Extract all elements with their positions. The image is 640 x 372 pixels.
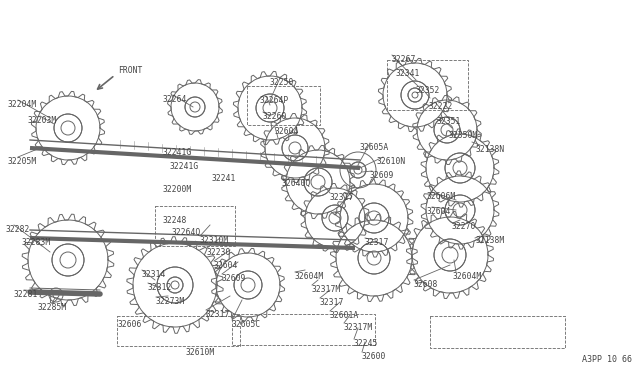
Text: 32230: 32230 xyxy=(207,248,232,257)
Bar xyxy=(155,206,235,246)
Text: 32601A: 32601A xyxy=(330,311,359,320)
Text: 32600: 32600 xyxy=(362,352,387,361)
Text: 32200M: 32200M xyxy=(163,185,192,194)
Text: 32312: 32312 xyxy=(148,283,172,292)
Text: 32317: 32317 xyxy=(365,238,389,247)
Bar xyxy=(232,314,375,345)
Text: 32352: 32352 xyxy=(416,86,440,95)
Text: 32605A: 32605A xyxy=(360,143,389,152)
Bar xyxy=(430,316,565,348)
Text: 32241: 32241 xyxy=(212,174,236,183)
Text: 32604: 32604 xyxy=(427,207,451,216)
Text: 32245: 32245 xyxy=(354,339,378,348)
Text: 32285M: 32285M xyxy=(38,303,67,312)
Text: 32250: 32250 xyxy=(270,78,294,87)
Text: 32317: 32317 xyxy=(320,298,344,307)
Text: FRONT: FRONT xyxy=(118,66,142,75)
Text: 32138N: 32138N xyxy=(476,145,505,154)
Text: 32610N: 32610N xyxy=(377,157,406,166)
Text: 32317M: 32317M xyxy=(344,323,373,332)
Text: 32606M: 32606M xyxy=(427,192,456,201)
Text: 32350M: 32350M xyxy=(449,131,478,140)
Text: 32314: 32314 xyxy=(142,270,166,279)
Bar xyxy=(117,316,240,346)
Text: 32205M: 32205M xyxy=(8,157,37,166)
Bar xyxy=(387,60,468,110)
Text: 32282: 32282 xyxy=(6,225,30,234)
Text: 32281: 32281 xyxy=(14,290,38,299)
Text: 32260: 32260 xyxy=(263,112,287,121)
Text: 32310M: 32310M xyxy=(200,236,229,245)
Text: 32241G: 32241G xyxy=(170,162,199,171)
Text: 32241G: 32241G xyxy=(163,148,192,157)
Text: 32264: 32264 xyxy=(163,95,188,104)
Text: 32267: 32267 xyxy=(392,55,417,64)
Text: 32317: 32317 xyxy=(330,193,355,202)
Text: 32283M: 32283M xyxy=(22,238,51,247)
Text: 32204M: 32204M xyxy=(8,100,37,109)
Text: 32605C: 32605C xyxy=(232,320,261,329)
Text: 32610M: 32610M xyxy=(186,348,215,357)
Text: 32604: 32604 xyxy=(214,261,238,270)
Text: 32341: 32341 xyxy=(396,69,420,78)
Text: 32138M: 32138M xyxy=(476,236,505,245)
Bar xyxy=(247,86,320,125)
Text: 32264P: 32264P xyxy=(260,96,289,105)
Text: 32222: 32222 xyxy=(429,102,453,111)
Text: 32609: 32609 xyxy=(370,171,394,180)
Text: 32604: 32604 xyxy=(275,127,300,136)
Text: 32317M: 32317M xyxy=(312,285,341,294)
Text: 32264Q: 32264Q xyxy=(172,228,201,237)
Text: 32273M: 32273M xyxy=(156,297,185,306)
Text: 32351: 32351 xyxy=(437,117,461,126)
Text: 32609: 32609 xyxy=(222,274,246,283)
Text: 32317: 32317 xyxy=(206,310,230,319)
Text: 32248: 32248 xyxy=(163,216,188,225)
Text: 32604M: 32604M xyxy=(453,272,483,281)
Text: 32270: 32270 xyxy=(452,222,476,231)
Text: 32203M: 32203M xyxy=(28,116,57,125)
Text: 32608: 32608 xyxy=(414,280,438,289)
Text: 32606: 32606 xyxy=(118,320,142,329)
Text: A3PP 10 66: A3PP 10 66 xyxy=(582,355,632,364)
Text: 32640Q: 32640Q xyxy=(282,179,311,188)
Text: 32604M: 32604M xyxy=(295,272,324,281)
